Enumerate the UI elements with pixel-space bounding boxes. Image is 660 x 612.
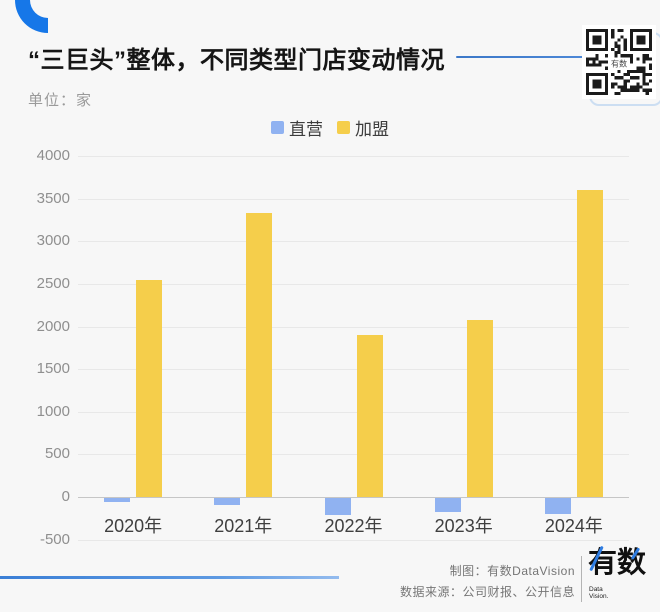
y-axis-label-2000: 2000 — [36, 317, 70, 335]
bar-franchise-2023年 — [466, 319, 493, 497]
bar-direct-2023年 — [434, 498, 461, 512]
logo-subtext: Data Vision. — [589, 586, 609, 601]
legend-label: 直营 — [289, 120, 323, 139]
bar-franchise-2022年 — [356, 335, 383, 497]
svg-text:有数: 有数 — [611, 58, 627, 68]
legend-swatch-icon — [271, 121, 284, 134]
x-axis-label-2022年: 2022年 — [324, 516, 383, 536]
qr-code: 有数 — [582, 25, 656, 99]
y-axis-label-2500: 2500 — [36, 274, 70, 292]
y-axis-label-4000: 4000 — [36, 147, 70, 164]
x-axis-label-2020年: 2020年 — [104, 516, 163, 536]
gridline-2000 — [78, 326, 629, 328]
footer-divider — [581, 556, 582, 602]
bar-franchise-2020年 — [136, 279, 163, 497]
y-axis-label-500: 500 — [44, 445, 70, 463]
y-axis-label-1500: 1500 — [36, 360, 70, 378]
bar-direct-2022年 — [324, 498, 351, 516]
y-axis-label-1000: 1000 — [36, 402, 70, 420]
legend-item-直营: 直营 — [271, 115, 323, 140]
footer-source: 数据来源：公司财报、公开信息 — [399, 585, 575, 599]
footer-accent-line — [0, 576, 339, 579]
x-axis-label-2024年: 2024年 — [544, 516, 603, 536]
gridline-3000 — [78, 241, 629, 243]
bar-franchise-2024年 — [576, 190, 603, 497]
qr-code-pattern: 有数 — [586, 29, 652, 95]
legend-label: 加盟 — [355, 120, 389, 139]
bar-direct-2020年 — [104, 498, 131, 503]
zero-axis-line — [78, 497, 629, 498]
gridline-1000 — [78, 411, 629, 413]
x-axis-label-2021年: 2021年 — [214, 516, 273, 536]
x-axis-label-2023年: 2023年 — [434, 516, 493, 536]
page-title: “三巨头”整体，不同类型门店变动情况 — [28, 47, 445, 74]
gridline-500 — [78, 454, 629, 456]
bar-franchise-2021年 — [246, 213, 273, 497]
gridline-2500 — [78, 283, 629, 285]
y-axis-label--500: -500 — [39, 530, 70, 548]
y-axis-label-3000: 3000 — [36, 232, 70, 250]
title-connector-line — [456, 56, 594, 58]
footer-credit: 制图：有数DataVision — [449, 564, 575, 578]
corner-arc-decoration — [15, 0, 48, 33]
y-axis-label-0: 0 — [61, 488, 70, 505]
legend-swatch-icon — [337, 121, 350, 134]
chart-legend: 直营 加盟 — [0, 115, 660, 140]
datavision-logo: 有数 Data Vision. — [588, 545, 656, 605]
gridline-1500 — [78, 369, 629, 371]
bar-direct-2024年 — [544, 498, 571, 515]
y-axis-label-3500: 3500 — [36, 189, 70, 207]
gridline-3500 — [78, 198, 629, 200]
legend-item-加盟: 加盟 — [337, 115, 389, 140]
gridline--500 — [78, 539, 629, 541]
gridline-4000 — [78, 156, 629, 157]
bar-direct-2021年 — [214, 498, 241, 505]
unit-label: 单位：家 — [28, 92, 93, 109]
